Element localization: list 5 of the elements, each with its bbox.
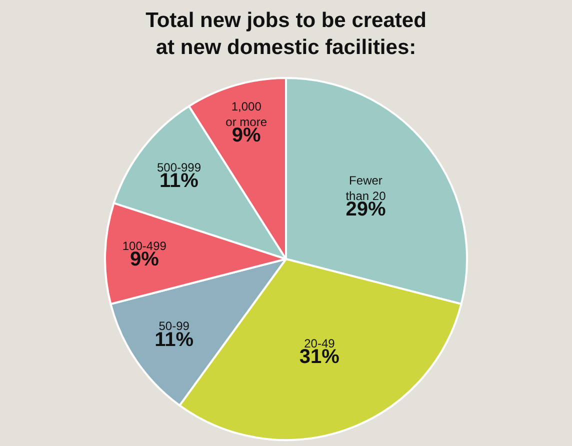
data-label: 29% (346, 198, 386, 221)
data-label: 9% (232, 124, 262, 147)
slice-label: 100-499 (122, 238, 167, 253)
slice-label: 500-999 (156, 160, 202, 174)
chart-title: Total new jobs to be created at new domestic facilities: (146, 8, 426, 60)
